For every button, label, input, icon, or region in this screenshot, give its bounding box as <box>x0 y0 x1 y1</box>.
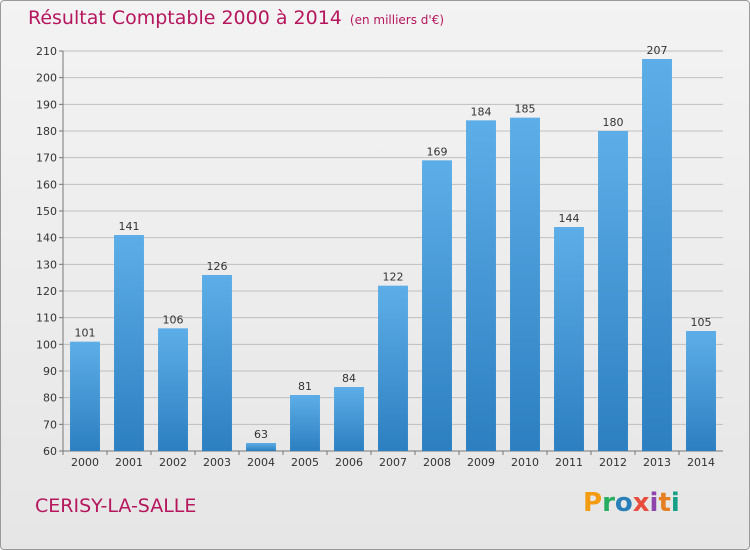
data-label: 122 <box>383 271 404 284</box>
bar <box>510 117 540 452</box>
logo-letter: r <box>602 488 615 518</box>
y-tick-label: 120 <box>36 285 57 298</box>
bar <box>686 331 716 451</box>
x-tick-label: 2004 <box>247 456 275 469</box>
y-tick-label: 130 <box>36 258 57 271</box>
bar <box>554 227 584 451</box>
y-tick-label: 210 <box>36 45 57 58</box>
x-tick-label: 2013 <box>643 456 671 469</box>
data-label: 207 <box>647 44 668 57</box>
x-tick-label: 2002 <box>159 456 187 469</box>
bar <box>466 120 496 451</box>
x-tick-label: 2005 <box>291 456 319 469</box>
data-label: 184 <box>471 105 492 118</box>
bar <box>378 285 408 451</box>
data-label: 106 <box>163 313 184 326</box>
x-tick-label: 2003 <box>203 456 231 469</box>
y-tick-label: 60 <box>43 445 57 458</box>
x-tick-label: 2000 <box>71 456 99 469</box>
data-label: 105 <box>691 316 712 329</box>
data-label: 141 <box>119 220 140 233</box>
x-tick-label: 2006 <box>335 456 363 469</box>
x-tick-label: 2010 <box>511 456 539 469</box>
bar <box>114 235 144 451</box>
x-tick-label: 2011 <box>555 456 583 469</box>
data-label: 84 <box>342 372 356 385</box>
x-tick-label: 2012 <box>599 456 627 469</box>
data-label: 101 <box>75 327 96 340</box>
bar <box>290 395 320 451</box>
chart-title-text: Résultat Comptable 2000 à 2014 <box>28 7 342 29</box>
logo-letter: P <box>583 488 603 518</box>
y-tick-label: 140 <box>36 232 57 245</box>
y-tick-label: 100 <box>36 338 57 351</box>
bar <box>158 328 188 451</box>
logo-letter: x <box>632 488 650 518</box>
data-label: 180 <box>603 116 624 129</box>
data-label: 81 <box>298 380 312 393</box>
y-tick-label: 150 <box>36 205 57 218</box>
commune-name: CERISY-LA-SALLE <box>35 495 197 517</box>
y-tick-label: 200 <box>36 72 57 85</box>
y-tick-label: 110 <box>36 312 57 325</box>
x-tick-label: 2008 <box>423 456 451 469</box>
y-tick-label: 70 <box>43 418 57 431</box>
bar <box>642 59 672 451</box>
logo-letter: o <box>614 488 633 518</box>
bar <box>202 275 232 451</box>
proxiti-logo[interactable]: Proxiti <box>583 488 680 518</box>
chart-subtitle: (en milliers d'€) <box>349 13 445 27</box>
x-tick-label: 2014 <box>687 456 715 469</box>
bar <box>70 341 100 451</box>
x-tick-label: 2007 <box>379 456 407 469</box>
logo-letter: i <box>670 488 680 518</box>
y-tick-label: 180 <box>36 125 57 138</box>
y-tick-label: 80 <box>43 392 57 405</box>
data-label: 63 <box>254 428 268 441</box>
bar <box>598 131 628 451</box>
y-tick-label: 160 <box>36 178 57 191</box>
x-tick-label: 2001 <box>115 456 143 469</box>
y-tick-label: 170 <box>36 152 57 165</box>
logo-letter: i <box>649 488 659 518</box>
y-tick-label: 190 <box>36 98 57 111</box>
chart-title: Résultat Comptable 2000 à 2014 (en millie… <box>28 7 444 29</box>
data-label: 169 <box>427 145 448 158</box>
data-label: 185 <box>515 103 536 116</box>
y-tick-label: 90 <box>43 365 57 378</box>
x-tick-label: 2009 <box>467 456 495 469</box>
data-label: 126 <box>207 260 228 273</box>
logo-letter: t <box>658 488 671 518</box>
bars: 101 141 106 126 63 81 84 122 169 184 185 144 180 207 1… <box>70 44 716 452</box>
data-label: 144 <box>559 212 580 225</box>
bar <box>246 443 276 451</box>
bar <box>422 160 452 452</box>
bar <box>334 387 364 451</box>
